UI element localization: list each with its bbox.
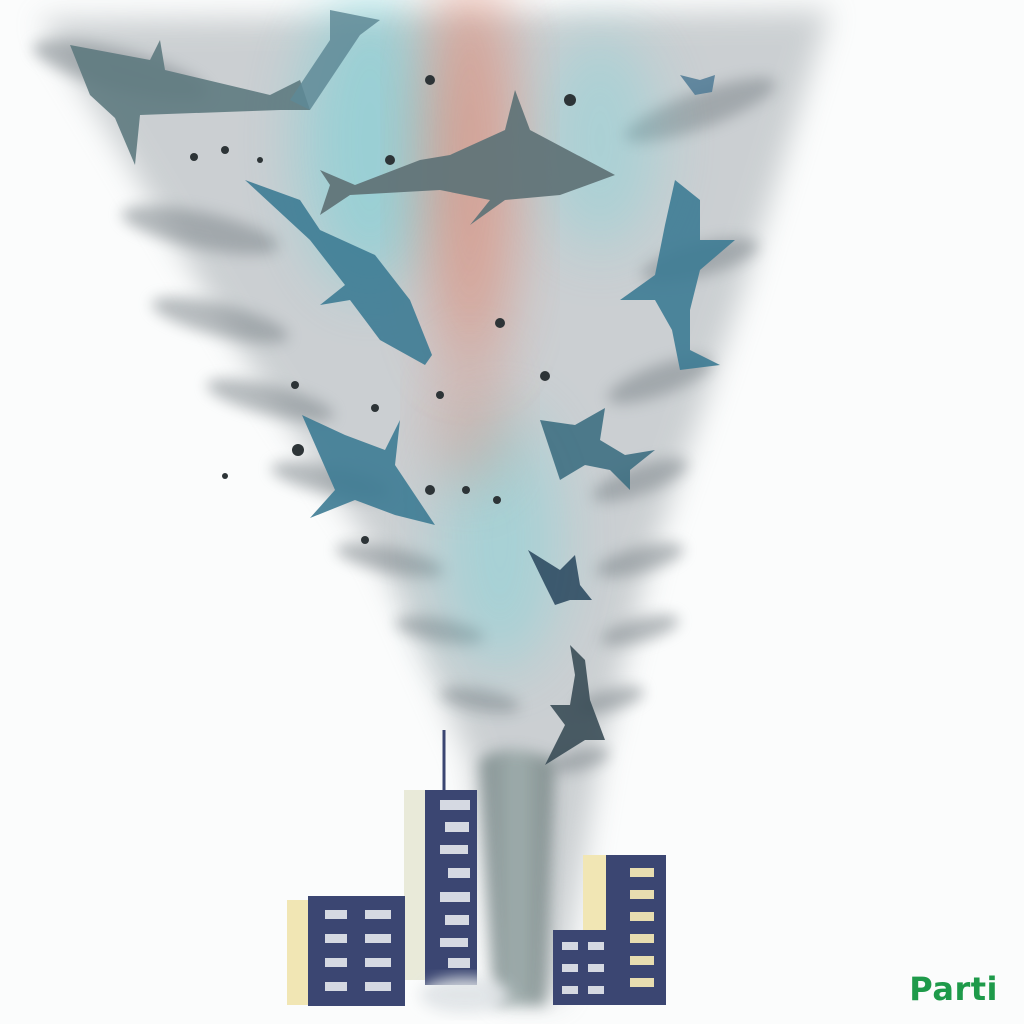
skyscraper-icon [404, 730, 477, 985]
cyan-wash [300, 0, 440, 290]
shark-icon [290, 10, 380, 110]
skyscraper-icon [553, 930, 613, 1005]
funnel-swirls [32, 39, 776, 773]
shark-icon [528, 550, 592, 605]
shark-icon [680, 75, 715, 95]
funnel-stem [480, 750, 555, 1005]
shark-icon [70, 40, 310, 165]
shark-icon [245, 180, 432, 365]
funnel-body [40, 10, 830, 1000]
shark-icon [320, 90, 615, 225]
shark-icon [540, 408, 655, 490]
sharks [70, 10, 735, 765]
debris [190, 75, 576, 544]
shark-icon [302, 415, 435, 525]
skyscraper-icon [287, 896, 405, 1006]
red-wash-2 [435, 350, 505, 490]
dust-cloud [420, 977, 510, 1013]
city-skyline [287, 730, 666, 1013]
shark-icon [545, 645, 605, 765]
cyan-wash-2 [540, 30, 660, 250]
watermark-logo: Parti [909, 970, 998, 1008]
shark-icon [620, 180, 735, 370]
